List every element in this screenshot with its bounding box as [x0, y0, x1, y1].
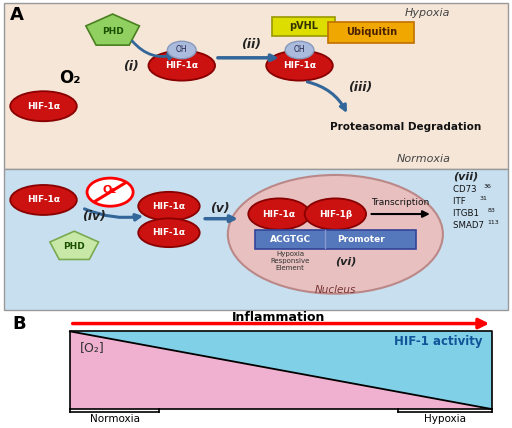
Ellipse shape: [10, 185, 77, 215]
Text: HIF-1α: HIF-1α: [153, 228, 185, 237]
Text: A: A: [10, 6, 24, 24]
Text: HIF-1α: HIF-1α: [153, 202, 185, 211]
Circle shape: [285, 41, 314, 59]
Text: (vii): (vii): [453, 172, 478, 181]
Text: 113: 113: [488, 220, 499, 225]
Text: HIF-1α: HIF-1α: [165, 61, 198, 70]
Text: SMAD7: SMAD7: [453, 221, 487, 230]
Text: HIF-1β: HIF-1β: [319, 210, 352, 219]
Text: [O₂]: [O₂]: [80, 342, 104, 354]
Text: O₂: O₂: [103, 185, 117, 195]
Text: OH: OH: [294, 45, 305, 54]
Polygon shape: [70, 331, 492, 409]
Text: Normoxia: Normoxia: [397, 154, 451, 164]
Ellipse shape: [148, 51, 215, 80]
Text: HIF-1 activity: HIF-1 activity: [394, 335, 482, 348]
Text: (vi): (vi): [335, 256, 357, 266]
Ellipse shape: [305, 199, 366, 230]
Text: Ubiquitin: Ubiquitin: [346, 27, 397, 38]
Circle shape: [87, 178, 133, 206]
Text: 31: 31: [480, 196, 488, 201]
Text: O₂: O₂: [59, 69, 80, 87]
Ellipse shape: [10, 91, 77, 121]
FancyBboxPatch shape: [4, 3, 508, 169]
Text: Hypoxia
Responsive
Element: Hypoxia Responsive Element: [271, 250, 310, 270]
Text: PHD: PHD: [102, 27, 123, 36]
Text: Hypoxia: Hypoxia: [405, 8, 451, 18]
Text: HIF-1α: HIF-1α: [27, 196, 60, 205]
Text: OH: OH: [176, 45, 187, 54]
Text: (i): (i): [123, 60, 139, 73]
Text: Hypoxia: Hypoxia: [424, 414, 466, 424]
Text: 83: 83: [488, 208, 496, 213]
Ellipse shape: [228, 175, 443, 294]
Text: Inflammation: Inflammation: [232, 312, 325, 324]
Text: pVHL: pVHL: [289, 21, 318, 31]
Text: HIF-1α: HIF-1α: [283, 61, 316, 70]
Circle shape: [167, 41, 196, 59]
Text: (ii): (ii): [241, 39, 261, 51]
Ellipse shape: [248, 199, 310, 230]
Text: B: B: [13, 315, 26, 333]
Text: ACGTGC: ACGTGC: [270, 235, 311, 244]
FancyBboxPatch shape: [255, 230, 416, 249]
Text: ITF: ITF: [453, 197, 468, 206]
Polygon shape: [50, 231, 99, 259]
Text: HIF-1α: HIF-1α: [27, 102, 60, 111]
Polygon shape: [70, 331, 492, 409]
Text: Proteasomal Degradation: Proteasomal Degradation: [330, 122, 481, 131]
Ellipse shape: [138, 192, 200, 220]
Text: Transcription: Transcription: [371, 198, 430, 207]
Polygon shape: [86, 14, 139, 45]
Ellipse shape: [138, 218, 200, 247]
FancyBboxPatch shape: [272, 17, 335, 36]
Text: CD73: CD73: [453, 185, 480, 194]
FancyBboxPatch shape: [328, 21, 414, 43]
Ellipse shape: [266, 51, 333, 80]
Text: PHD: PHD: [63, 242, 85, 251]
Text: ITGB1: ITGB1: [453, 209, 482, 218]
Text: Nucleus: Nucleus: [315, 285, 356, 295]
FancyBboxPatch shape: [4, 169, 508, 310]
Text: (iv): (iv): [82, 210, 106, 223]
Text: HIF-1α: HIF-1α: [263, 210, 295, 219]
Text: Normoxia: Normoxia: [90, 414, 140, 424]
Text: Promoter: Promoter: [337, 235, 385, 244]
Text: (iii): (iii): [348, 80, 372, 94]
Text: 36: 36: [484, 184, 492, 189]
Text: (v): (v): [210, 202, 229, 215]
